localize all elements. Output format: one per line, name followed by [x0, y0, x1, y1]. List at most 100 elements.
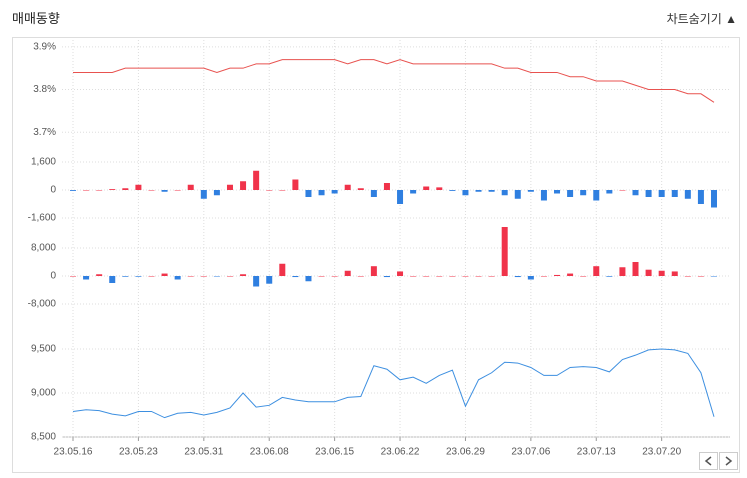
bar [632, 190, 639, 196]
bar [226, 184, 233, 190]
bar [370, 266, 377, 276]
line [72, 348, 715, 419]
hide-chart-toggle[interactable]: 차트숨기기 ▲ [667, 10, 737, 27]
bar [383, 183, 390, 190]
y-tick-label: 3.9% [33, 41, 56, 52]
bar [305, 190, 312, 197]
y-tick-label: 9,500 [31, 344, 56, 355]
bar [711, 276, 717, 277]
bar [488, 190, 495, 192]
bar [200, 276, 207, 277]
x-tick-label: 23.07.06 [511, 447, 550, 458]
bar [161, 273, 168, 276]
bar [70, 276, 76, 277]
bar [540, 190, 547, 201]
bar [344, 184, 351, 190]
x-tick-label: 23.05.16 [54, 447, 93, 458]
bar [567, 273, 574, 276]
bar [658, 270, 665, 276]
y-tick-label: 3.7% [33, 127, 56, 138]
bar [410, 190, 417, 194]
bar [593, 190, 600, 201]
bar [475, 190, 482, 192]
toggle-icon[interactable]: ▲ [725, 12, 737, 26]
bar [305, 276, 312, 282]
bar [527, 190, 534, 192]
bar [501, 190, 508, 196]
bar [122, 276, 129, 277]
bar [83, 276, 90, 280]
bar [370, 190, 377, 197]
bar [449, 190, 456, 191]
bar [109, 189, 116, 190]
bar [462, 276, 469, 277]
bar [580, 276, 587, 277]
bar [501, 227, 508, 276]
x-tick-label: 23.07.13 [577, 447, 616, 458]
bar [148, 190, 155, 191]
bar [436, 187, 443, 190]
bar [174, 276, 181, 280]
bar [187, 184, 194, 190]
bar [279, 190, 286, 191]
chart-frame [12, 37, 740, 473]
y-tick-label: -8,000 [28, 299, 57, 310]
bar [174, 190, 181, 191]
bar [292, 276, 299, 278]
bar [213, 190, 220, 196]
bar [684, 276, 691, 277]
bar [554, 274, 561, 276]
toggle-label[interactable]: 차트숨기기 [666, 12, 722, 26]
bar [200, 190, 207, 199]
y-tick-label: 1,600 [31, 157, 56, 168]
y-tick-label: -1,600 [28, 213, 57, 224]
y-tick-label: 9,000 [31, 388, 56, 399]
bar [226, 276, 233, 277]
x-tick-label: 23.06.22 [381, 447, 420, 458]
bar [606, 276, 613, 277]
y-tick-label: 0 [50, 185, 56, 196]
bar [671, 190, 678, 197]
bar [383, 276, 390, 278]
bar [423, 276, 430, 277]
bar [488, 276, 495, 277]
bar [344, 270, 351, 276]
bar [331, 190, 338, 194]
bar [554, 190, 561, 194]
y-tick-label: 8,500 [31, 432, 56, 443]
bar [658, 190, 665, 197]
bar [397, 271, 404, 276]
prev-button[interactable] [699, 452, 718, 470]
bar [187, 276, 194, 277]
bar [449, 276, 456, 277]
bar [135, 184, 142, 190]
bar [397, 190, 404, 204]
bar [96, 190, 103, 191]
bar [266, 276, 273, 284]
bar [70, 190, 76, 191]
bar [632, 262, 639, 276]
bar [213, 276, 220, 277]
bar [684, 190, 691, 199]
bar [266, 190, 273, 191]
bar [462, 190, 469, 196]
bar [318, 276, 325, 277]
bar [697, 190, 704, 204]
bar [83, 190, 90, 191]
bar [593, 266, 600, 276]
bar [240, 181, 247, 190]
bar [253, 170, 260, 190]
bar [122, 188, 129, 190]
section-title: 매매동향 [12, 11, 60, 26]
bar [567, 190, 574, 197]
x-tick-label: 23.06.29 [446, 447, 485, 458]
bar [357, 276, 364, 277]
bar [135, 276, 142, 277]
x-tick-label: 23.07.20 [642, 447, 681, 458]
bar [96, 274, 103, 276]
bar [357, 188, 364, 190]
next-button[interactable] [719, 452, 738, 470]
x-tick-label: 23.06.08 [250, 447, 289, 458]
bar [318, 190, 325, 196]
